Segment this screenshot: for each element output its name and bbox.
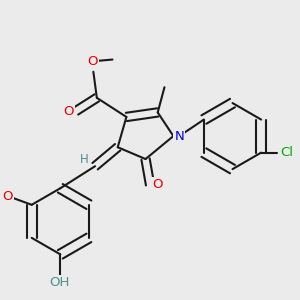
Text: OH: OH [50, 276, 70, 290]
Text: H: H [80, 154, 89, 166]
Text: O: O [63, 104, 74, 118]
Text: N: N [174, 130, 184, 143]
Text: O: O [2, 190, 13, 203]
Text: O: O [152, 178, 163, 191]
Text: Cl: Cl [281, 146, 294, 159]
Text: O: O [87, 55, 98, 68]
